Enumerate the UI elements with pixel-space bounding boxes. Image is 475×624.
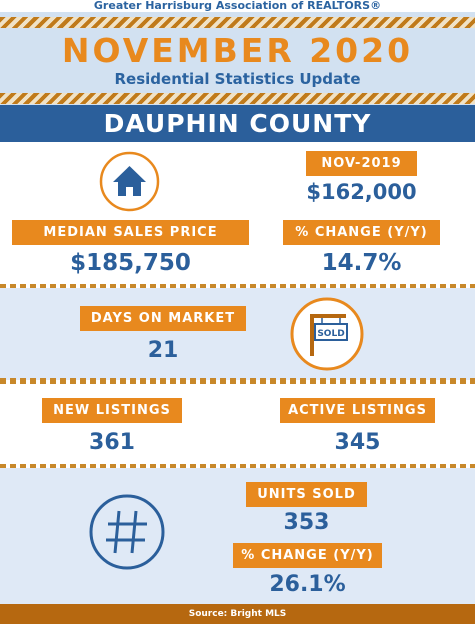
units-panel [0, 468, 475, 604]
hashtag-icon [88, 493, 166, 571]
new-listings-label: NEW LISTINGS [42, 398, 182, 423]
price-change-label: % CHANGE (Y/Y) [283, 220, 440, 245]
county-bar [0, 105, 475, 142]
header-stripe-bottom [0, 93, 475, 104]
units-change-label: % CHANGE (Y/Y) [233, 543, 382, 568]
new-listings-value: 361 [89, 430, 135, 455]
divider-dots-2 [0, 378, 475, 384]
county-name: DAUPHIN COUNTY [103, 109, 372, 138]
org-title: Greater Harrisburg Association of REALTO… [93, 0, 382, 12]
units-sold-value: 353 [283, 510, 330, 535]
source-note: Source: Bright MLS [188, 609, 287, 619]
house-icon [99, 151, 160, 212]
active-listings-value: 345 [334, 430, 381, 455]
report-subtitle: Residential Statistics Update [114, 70, 361, 88]
median-sales-price-value: $185,750 [70, 250, 191, 276]
prior-year-label: NOV-2019 [306, 151, 417, 176]
footer-bar [0, 604, 475, 624]
days-on-market-value: 21 [147, 338, 179, 363]
units-sold-label: UNITS SOLD [246, 482, 367, 507]
divider-dots-3 [0, 464, 475, 470]
prior-year-value: $162,000 [306, 180, 417, 204]
median-sales-price-label: MEDIAN SALES PRICE [12, 220, 249, 245]
month-title: NOVEMBER 2020 [61, 31, 414, 70]
days-on-market-label: DAYS ON MARKET [80, 306, 246, 331]
active-listings-label: ACTIVE LISTINGS [280, 398, 435, 423]
days-panel [0, 288, 475, 380]
header-stripe-top [0, 17, 475, 28]
sold-sign-icon [289, 296, 365, 372]
divider-dots-1 [0, 284, 475, 290]
sold-sign-text: SOLD [317, 329, 345, 339]
units-change-value: 26.1% [269, 572, 346, 597]
price-change-value: 14.7% [321, 250, 402, 276]
